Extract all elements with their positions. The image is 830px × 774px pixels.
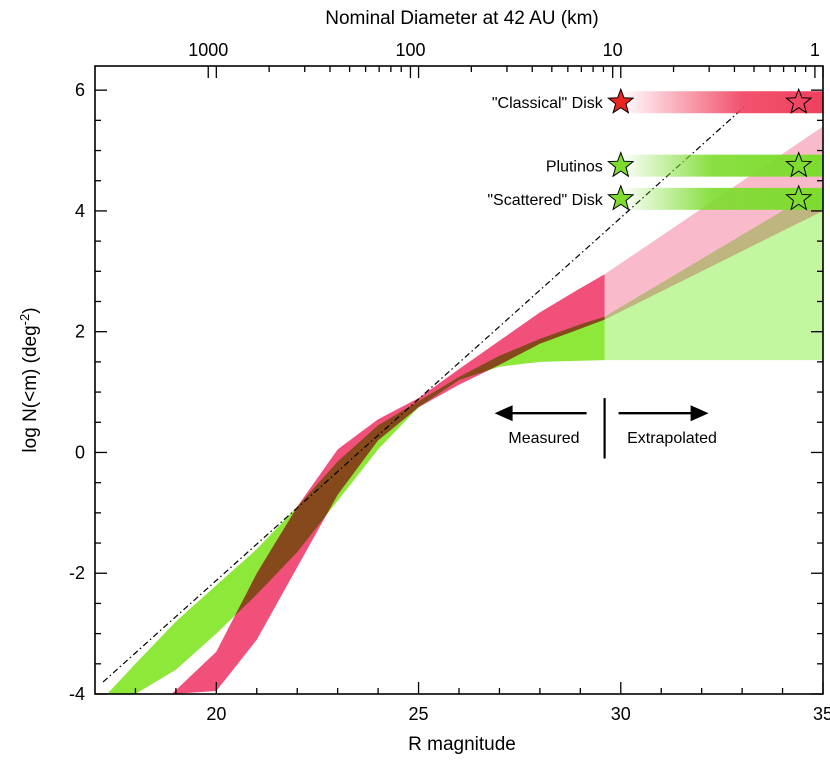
x-tick-label: 35 — [813, 704, 830, 724]
level-classical-disk: "Classical" Disk — [492, 87, 823, 114]
level-star-end-scattered-disk — [785, 184, 813, 211]
level-label-plutinos: Plutinos — [546, 159, 603, 176]
extrapolated-arrow-head — [690, 405, 709, 422]
y-axis-title-main: log N(<m) (deg — [20, 325, 41, 452]
level-star-end-plutinos — [785, 151, 813, 178]
y-axis-title-sup: -2 — [17, 314, 32, 326]
measured-arrow-head — [494, 405, 513, 422]
level-band-plutinos — [620, 154, 823, 177]
y-axis-title: log N(<m) (deg-2) — [17, 307, 41, 452]
level-scattered-disk: "Scattered" Disk — [487, 184, 823, 211]
measured-extrapolated-divider — [494, 398, 709, 459]
y-tick-label: 6 — [75, 80, 85, 100]
population-levels: "Classical" Disk Plutinos "Scattered" Disk — [487, 87, 823, 211]
level-label-scattered-disk: "Scattered" Disk — [487, 192, 603, 209]
y-tick-label: -2 — [69, 563, 85, 583]
y-tick-label: 2 — [75, 322, 85, 342]
bands — [107, 126, 823, 694]
top-axis-title: Nominal Diameter at 42 AU (km) — [325, 8, 598, 29]
measured-label: Measured — [508, 430, 579, 447]
band-scattered-plutino-extrapolated — [604, 186, 823, 361]
extrapolated-label: Extrapolated — [627, 430, 717, 447]
y-tick-label: -4 — [69, 684, 85, 704]
x-tick-label: 25 — [409, 704, 429, 724]
top-tick-label: 1000 — [188, 40, 228, 60]
top-tick-label: 100 — [395, 40, 425, 60]
level-plutinos: Plutinos — [546, 151, 823, 178]
level-star-start-scattered-disk — [607, 184, 635, 211]
band-classical-disk-measured — [171, 274, 605, 694]
y-axis-title-close: ) — [20, 307, 41, 313]
x-tick-label: 30 — [611, 704, 631, 724]
y-tick-label: 4 — [75, 201, 85, 221]
level-band-scattered-disk — [620, 187, 823, 210]
x-axis-title: R magnitude — [408, 734, 516, 755]
band-scattered-plutino-measured — [107, 316, 605, 694]
level-label-classical-disk: "Classical" Disk — [492, 95, 604, 112]
top-tick-label: 1 — [810, 40, 820, 60]
level-star-start-classical-disk — [607, 87, 635, 114]
level-band-classical-disk — [620, 91, 823, 114]
y-tick-label: 0 — [75, 442, 85, 462]
x-tick-label: 20 — [206, 704, 226, 724]
level-star-start-plutinos — [607, 151, 635, 178]
top-tick-label: 10 — [603, 40, 623, 60]
level-star-end-classical-disk — [785, 87, 813, 114]
